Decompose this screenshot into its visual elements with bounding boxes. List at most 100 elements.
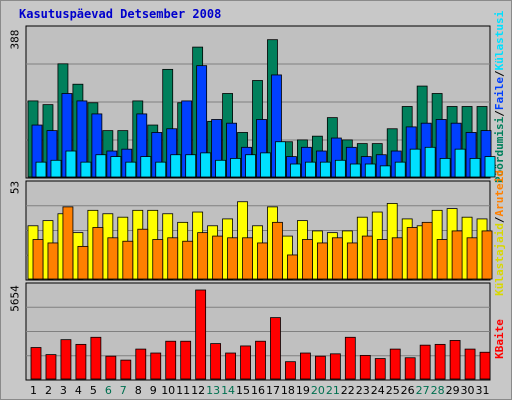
- day-tick-6: 6: [105, 384, 112, 397]
- kbytes-KBaite-bar-2: [45, 354, 57, 380]
- visits-Aruteid-bar-11: [182, 240, 194, 280]
- hits-Külastusi-bar-9: [155, 161, 167, 178]
- kbytes-KBaite-bar-26: [404, 357, 416, 380]
- hits-Külastusi-bar-2: [50, 159, 62, 178]
- day-tick-9: 9: [150, 384, 157, 397]
- hits-Külastusi-bar-27: [424, 146, 436, 178]
- kbytes-KBaite-bar-7: [120, 359, 132, 380]
- day-tick-11: 11: [176, 384, 190, 397]
- hits-Külastusi-bar-24: [379, 165, 391, 178]
- hits-Külastusi-bar-21: [334, 159, 346, 178]
- chart-title: Kasutuspäevad Detsember 2008: [19, 7, 222, 21]
- hits-Külastusi-bar-18: [290, 163, 301, 178]
- visits-Aruteid-bar-3: [62, 206, 74, 280]
- day-tick-31: 31: [476, 384, 490, 397]
- kbytes-KBaite-bar-13: [210, 343, 222, 380]
- kbytes-KBaite-bar-11: [180, 340, 192, 380]
- visits-Aruteid-bar-16: [257, 242, 268, 280]
- hits-Külastusi-bar-31: [484, 156, 496, 178]
- hits-Külastusi-bar-28: [439, 158, 451, 178]
- kbytes-KBaite-bar-30: [464, 348, 476, 380]
- visits-Aruteid-bar-22: [346, 242, 358, 280]
- visits-Aruteid-bar-27: [421, 221, 433, 280]
- day-tick-3: 3: [60, 384, 67, 397]
- hits-Külastusi-bar-14: [230, 158, 241, 178]
- day-tick-18: 18: [281, 384, 295, 397]
- kbytes-KBaite-bar-31: [479, 351, 491, 380]
- hits-Külastusi-bar-23: [364, 163, 376, 178]
- visits-Aruteid-bar-26: [406, 227, 418, 280]
- kbytes-KBaite-bar-27: [419, 344, 431, 380]
- visits-Aruteid-bar-30: [466, 237, 478, 280]
- kbytes-KBaite-bar-20: [314, 355, 326, 380]
- hits-Külastusi-bar-12: [200, 152, 212, 178]
- kbytes-KBaite-bar-5: [90, 336, 102, 380]
- day-tick-8: 8: [135, 384, 142, 397]
- day-tick-27: 27: [416, 384, 430, 397]
- hits-Külastusi-bar-26: [409, 148, 421, 178]
- visits-Aruteid-bar-19: [302, 239, 313, 280]
- visits-Aruteid-bar-25: [391, 237, 403, 280]
- kbytes-KBaite-bar-17: [270, 317, 281, 380]
- day-tick-30: 30: [461, 384, 475, 397]
- kbytes-KBaite-bar-21: [329, 353, 341, 380]
- visits-Aruteid-bar-7: [122, 240, 134, 280]
- kbytes-KBaite-bar-22: [344, 336, 356, 380]
- hits-Külastusi-bar-3: [65, 150, 77, 178]
- kbytes-KBaite-bar-29: [449, 340, 461, 380]
- kbytes-KBaite-bar-19: [300, 352, 311, 380]
- hits-Külastusi-bar-4: [80, 161, 92, 178]
- visits-Aruteid-bar-8: [137, 228, 149, 280]
- visits-Aruteid-bar-21: [331, 237, 343, 280]
- day-tick-10: 10: [161, 384, 175, 397]
- visits-Aruteid-bar-18: [287, 254, 298, 280]
- hits-Külastusi-bar-16: [260, 152, 271, 178]
- visits-Aruteid-bar-9: [152, 239, 164, 280]
- visits-Aruteid-bar-15: [242, 237, 253, 280]
- visits-Aruteid-bar-20: [316, 242, 328, 280]
- kbytes-KBaite-bar-12: [195, 289, 207, 380]
- day-tick-16: 16: [251, 384, 265, 397]
- hits-Külastusi-bar-22: [349, 163, 361, 178]
- visits-Aruteid-bar-12: [197, 232, 209, 280]
- day-tick-23: 23: [356, 384, 370, 397]
- hits-Külastusi-bar-29: [454, 148, 466, 178]
- day-tick-26: 26: [401, 384, 415, 397]
- day-tick-14: 14: [221, 384, 235, 397]
- hits-Külastusi-bar-15: [245, 154, 256, 178]
- hits-Külastusi-bar-20: [319, 161, 331, 178]
- day-tick-7: 7: [120, 384, 127, 397]
- kbytes-KBaite-bar-3: [60, 339, 72, 380]
- visits-Aruteid-bar-17: [272, 221, 283, 280]
- day-tick-28: 28: [431, 384, 445, 397]
- kbytes-KBaite-bar-24: [374, 358, 386, 380]
- day-tick-17: 17: [266, 384, 280, 397]
- visits-Aruteid-bar-1: [32, 239, 44, 280]
- visits-Aruteid-bar-2: [47, 242, 59, 280]
- kbytes-KBaite-bar-14: [225, 352, 236, 380]
- kbytes-KBaite-bar-1: [30, 347, 42, 380]
- day-tick-5: 5: [90, 384, 97, 397]
- day-tick-22: 22: [341, 384, 355, 397]
- kbytes-KBaite-bar-15: [240, 345, 251, 380]
- kbytes-KBaite-bar-18: [285, 361, 296, 380]
- day-tick-21: 21: [326, 384, 340, 397]
- kbytes-KBaite-bar-10: [165, 340, 177, 380]
- hits-Külastusi-bar-6: [110, 156, 122, 178]
- visits-Aruteid-bar-29: [451, 230, 463, 280]
- day-tick-29: 29: [446, 384, 460, 397]
- day-tick-4: 4: [75, 384, 82, 397]
- kbytes-KBaite-bar-9: [150, 352, 162, 380]
- visits-Aruteid-bar-10: [167, 237, 179, 280]
- kbytes-KBaite-bar-4: [75, 343, 87, 380]
- visits-Aruteid-bar-14: [227, 237, 238, 280]
- hits-Külastusi-bar-5: [95, 154, 107, 178]
- visits-Aruteid-bar-13: [212, 235, 224, 280]
- visits-Aruteid-bar-28: [436, 239, 448, 280]
- hits-Külastusi-bar-25: [394, 161, 406, 178]
- kbytes-KBaite-bar-6: [105, 355, 117, 380]
- visits-Aruteid-bar-31: [481, 230, 493, 280]
- kbytes-KBaite-bar-28: [434, 343, 446, 380]
- day-tick-2: 2: [45, 384, 52, 397]
